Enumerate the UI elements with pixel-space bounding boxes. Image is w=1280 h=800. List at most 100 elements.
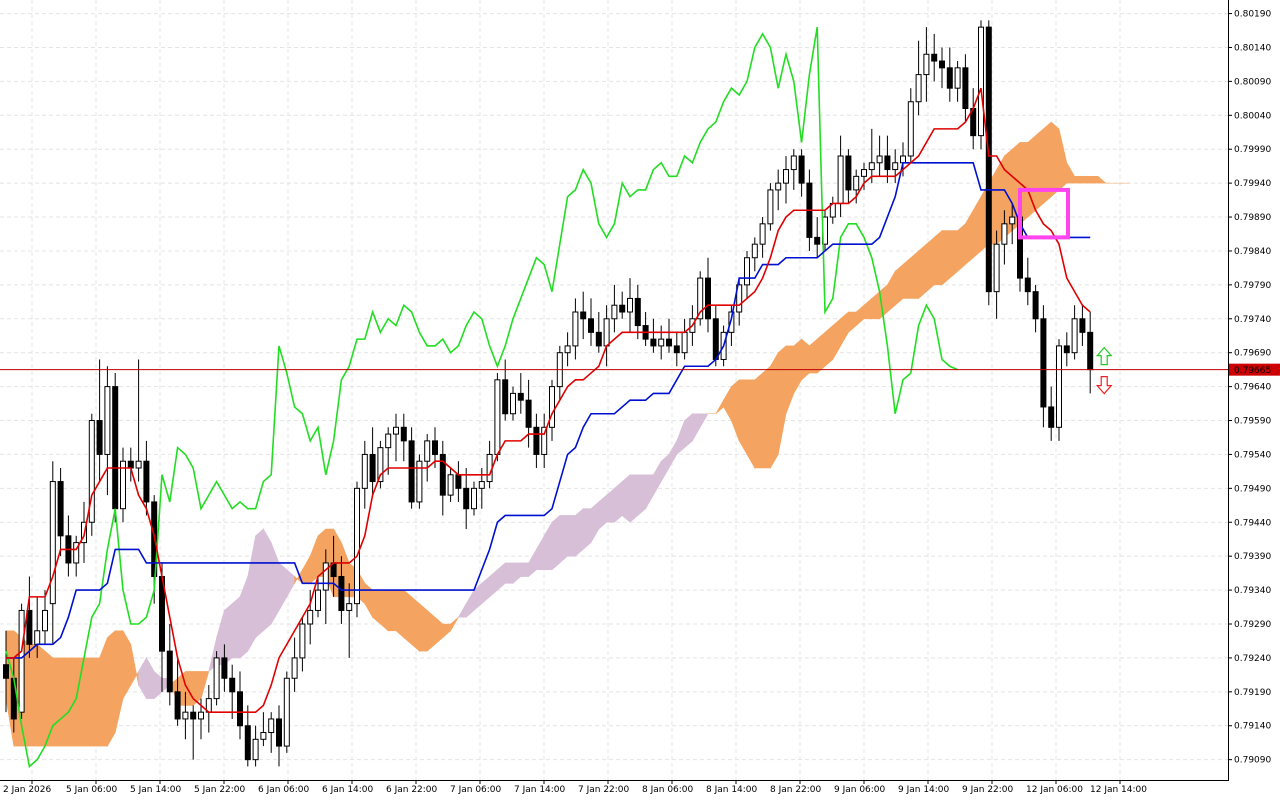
candle-bullish[interactable] (42, 609, 48, 632)
candle-bullish[interactable] (915, 74, 922, 103)
candle-bullish[interactable] (907, 101, 914, 157)
candle-bullish[interactable] (868, 162, 875, 171)
candle-bearish[interactable] (1048, 406, 1055, 428)
candle-bearish[interactable] (985, 26, 992, 293)
candle-bullish[interactable] (478, 481, 485, 489)
candle-bullish[interactable] (283, 677, 290, 747)
candle-bearish[interactable] (190, 711, 197, 720)
candle-bullish[interactable] (900, 155, 906, 164)
candle-bullish[interactable] (861, 169, 867, 177)
candle-bullish[interactable] (759, 223, 766, 245)
candle-bullish[interactable] (447, 474, 454, 496)
candle-bearish[interactable] (96, 420, 103, 455)
candle-bullish[interactable] (751, 243, 758, 259)
candle-bearish[interactable] (26, 609, 33, 645)
candle-bullish[interactable] (853, 175, 860, 191)
candle-bullish[interactable] (658, 338, 665, 347)
candle-bullish[interactable] (494, 379, 501, 455)
candle-bullish[interactable] (268, 718, 275, 734)
candle-bearish[interactable] (463, 487, 470, 510)
candle-bullish[interactable] (892, 162, 899, 171)
candle-bullish[interactable] (307, 609, 314, 625)
candle-bearish[interactable] (143, 460, 150, 503)
candle-bearish[interactable] (1063, 345, 1070, 354)
candle-bullish[interactable] (697, 277, 704, 320)
time-axis[interactable]: 2 Jan 2026 5 Jan 06:00 5 Jan 14:00 5 Jan 22… (0, 780, 1280, 800)
candle-bearish[interactable] (931, 53, 938, 62)
price-axis[interactable]: 0.80190 0.80140 0.80090 0.80040 0.79990 0.799… (1228, 0, 1280, 800)
candle-bearish[interactable] (798, 155, 805, 184)
candle-bearish[interactable] (455, 474, 462, 489)
candle-bullish[interactable] (198, 711, 204, 720)
candle-bearish[interactable] (369, 453, 376, 483)
candle-bullish[interactable] (603, 318, 610, 347)
candle-bullish[interactable] (627, 297, 633, 313)
candle-bearish[interactable] (1024, 277, 1031, 293)
candle-bearish[interactable] (634, 297, 641, 327)
candle-bearish[interactable] (244, 725, 251, 761)
candle-bullish[interactable] (783, 169, 789, 184)
candle-bullish[interactable] (510, 392, 516, 415)
candle-bullish[interactable] (728, 311, 735, 333)
candle-bearish[interactable] (166, 650, 173, 693)
candle-bearish[interactable] (276, 718, 282, 747)
candle-bullish[interactable] (1009, 216, 1016, 225)
candle-bearish[interactable] (939, 60, 945, 69)
candle-bullish[interactable] (377, 447, 384, 483)
candle-bullish[interactable] (993, 243, 1000, 293)
candle-bullish[interactable] (88, 420, 95, 523)
candle-bearish[interactable] (666, 338, 672, 347)
candle-bullish[interactable] (736, 284, 743, 313)
candle-bearish[interactable] (439, 453, 446, 496)
candle-bullish[interactable] (135, 460, 142, 469)
candle-bullish[interactable] (346, 603, 353, 611)
candle-bullish[interactable] (611, 304, 618, 320)
candle-bullish[interactable] (775, 182, 782, 191)
candle-bullish[interactable] (564, 345, 571, 354)
candle-bearish[interactable] (673, 345, 680, 354)
candle-bullish[interactable] (104, 386, 111, 455)
candle-bearish[interactable] (884, 155, 891, 171)
candle-bearish[interactable] (1087, 331, 1094, 371)
candle-bullish[interactable] (252, 738, 259, 761)
candle-bullish[interactable] (291, 657, 298, 679)
candle-bearish[interactable] (400, 426, 407, 442)
candle-bearish[interactable] (814, 236, 821, 245)
candle-bullish[interactable] (385, 433, 392, 449)
candles[interactable] (3, 20, 1094, 767)
candle-bearish[interactable] (1040, 318, 1047, 408)
candle-bearish[interactable] (229, 677, 236, 693)
candle-bearish[interactable] (946, 67, 953, 89)
candle-bullish[interactable] (876, 155, 883, 164)
candle-bearish[interactable] (525, 399, 532, 428)
candle-bearish[interactable] (57, 481, 64, 537)
candle-bearish[interactable] (112, 386, 119, 510)
candle-bearish[interactable] (712, 318, 719, 360)
candle-bullish[interactable] (416, 460, 423, 503)
candle-bullish[interactable] (120, 460, 126, 510)
candle-bullish[interactable] (299, 623, 306, 659)
candle-bearish[interactable] (650, 338, 657, 347)
candle-bullish[interactable] (790, 155, 797, 171)
candle-bullish[interactable] (424, 440, 431, 462)
candle-bullish[interactable] (315, 589, 321, 611)
candle-bearish[interactable] (174, 691, 181, 720)
candle-bearish[interactable] (1032, 291, 1039, 320)
candle-bullish[interactable] (1071, 318, 1078, 354)
candle-bearish[interactable] (588, 318, 594, 333)
candle-bullish[interactable] (767, 189, 774, 225)
candle-bearish[interactable] (962, 67, 969, 110)
candle-bullish[interactable] (978, 26, 984, 137)
candle-bearish[interactable] (1079, 318, 1086, 333)
candle-bullish[interactable] (541, 426, 548, 455)
candle-bearish[interactable] (3, 664, 9, 679)
candle-bearish[interactable] (533, 426, 540, 455)
candle-bullish[interactable] (73, 542, 80, 564)
candle-bearish[interactable] (619, 304, 626, 313)
candle-bullish[interactable] (49, 481, 56, 605)
candle-bearish[interactable] (237, 691, 243, 727)
candle-bullish[interactable] (393, 426, 399, 435)
candle-bullish[interactable] (954, 67, 961, 89)
candle-bullish[interactable] (361, 453, 368, 489)
